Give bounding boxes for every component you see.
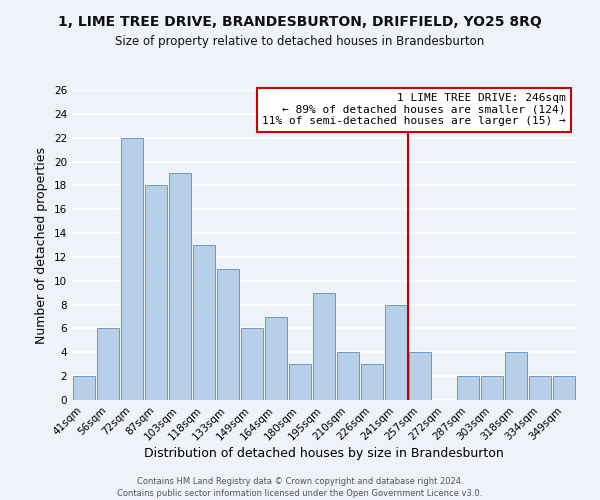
Text: 1 LIME TREE DRIVE: 246sqm
← 89% of detached houses are smaller (124)
11% of semi: 1 LIME TREE DRIVE: 246sqm ← 89% of detac… bbox=[262, 93, 566, 126]
Bar bbox=[145, 186, 167, 400]
Bar bbox=[73, 376, 95, 400]
Bar bbox=[505, 352, 527, 400]
Bar bbox=[337, 352, 359, 400]
Text: Contains public sector information licensed under the Open Government Licence v3: Contains public sector information licen… bbox=[118, 489, 482, 498]
Bar bbox=[265, 316, 287, 400]
Bar bbox=[385, 304, 407, 400]
Bar bbox=[529, 376, 551, 400]
Bar bbox=[289, 364, 311, 400]
Bar bbox=[409, 352, 431, 400]
Bar bbox=[121, 138, 143, 400]
X-axis label: Distribution of detached houses by size in Brandesburton: Distribution of detached houses by size … bbox=[144, 448, 504, 460]
Bar bbox=[217, 269, 239, 400]
Y-axis label: Number of detached properties: Number of detached properties bbox=[35, 146, 49, 344]
Bar bbox=[97, 328, 119, 400]
Bar bbox=[457, 376, 479, 400]
Bar bbox=[193, 245, 215, 400]
Bar bbox=[241, 328, 263, 400]
Bar bbox=[481, 376, 503, 400]
Bar bbox=[169, 174, 191, 400]
Text: 1, LIME TREE DRIVE, BRANDESBURTON, DRIFFIELD, YO25 8RQ: 1, LIME TREE DRIVE, BRANDESBURTON, DRIFF… bbox=[58, 15, 542, 29]
Bar bbox=[553, 376, 575, 400]
Bar bbox=[313, 292, 335, 400]
Text: Contains HM Land Registry data © Crown copyright and database right 2024.: Contains HM Land Registry data © Crown c… bbox=[137, 478, 463, 486]
Bar bbox=[361, 364, 383, 400]
Text: Size of property relative to detached houses in Brandesburton: Size of property relative to detached ho… bbox=[115, 35, 485, 48]
